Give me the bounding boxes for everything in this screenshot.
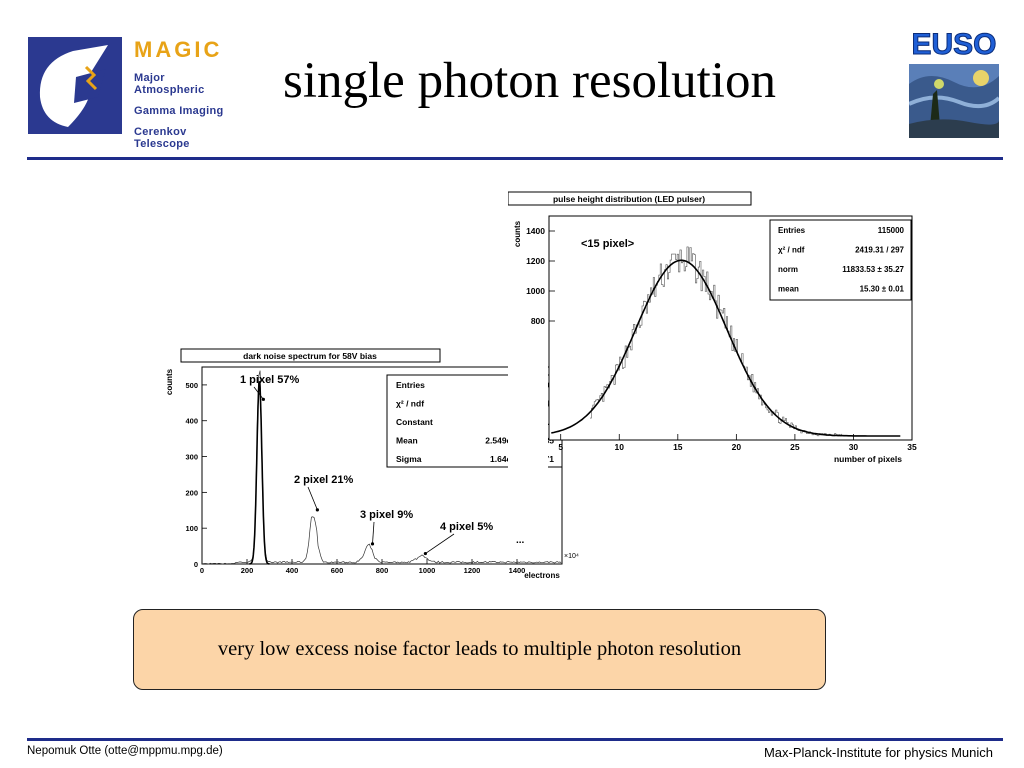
chart1-xtick-label: 0 xyxy=(200,566,204,575)
chart2-title-box xyxy=(508,191,752,206)
chart1-stat-label: Mean xyxy=(396,436,418,446)
chart1-ellipsis: ... xyxy=(516,535,525,546)
chart2-xtick-label: 10 xyxy=(615,442,625,452)
chart1-fit-curve xyxy=(249,381,270,565)
euso-logo-name: EUSO xyxy=(911,28,997,61)
chart1-ylabel: counts xyxy=(165,368,174,395)
chart1-xtick-label: 1200 xyxy=(464,566,481,575)
chart2-stats-box xyxy=(769,219,912,301)
chart1-x-multiplier: ×10⁴ xyxy=(564,553,579,560)
chart1-ytick-label: 100 xyxy=(185,524,198,533)
chart1-ytick-label: 300 xyxy=(185,453,198,462)
chart2-ytick-label: 800 xyxy=(531,316,545,326)
euso-logo: EUSO xyxy=(908,28,1000,138)
chart2-mask xyxy=(508,340,548,468)
chart1-title-box xyxy=(180,348,441,363)
chart2-xtick-label: 15 xyxy=(673,442,683,452)
chart1-peak-arrow xyxy=(425,533,455,554)
chart1-peak-arrow xyxy=(307,486,318,511)
header-rule xyxy=(27,157,1003,160)
chart2-stat-value: 115000 xyxy=(878,226,905,235)
chart2-stat-label: χ² / ndf xyxy=(778,246,805,255)
pulse-height-chart: pulse height distribution (LED pulser) 5… xyxy=(508,191,917,468)
footer-institute: Max-Planck-Institute for physics Munich xyxy=(763,745,993,760)
chart1-ytick-label: 500 xyxy=(185,381,198,390)
chart2-ytick-label: 1000 xyxy=(526,286,545,296)
magic-emblem-icon xyxy=(28,37,122,134)
chart1-stat-label: χ² / ndf xyxy=(396,399,424,409)
chart2-stat-value: 2419.31 / 297 xyxy=(855,246,904,255)
chart2-ytick-label: 1400 xyxy=(526,226,545,236)
chart1-peak-arrow xyxy=(253,386,264,400)
chart1-xtick-label: 1000 xyxy=(419,566,436,575)
chart2-xlabel: number of pixels xyxy=(834,454,902,464)
chart1-xtick-label: 800 xyxy=(376,566,389,575)
chart2-ytick-label: 1200 xyxy=(526,256,545,266)
chart1-ytick-label: 0 xyxy=(194,560,198,569)
chart1-peak-arrowhead xyxy=(261,397,265,401)
starry-night-painting-icon xyxy=(909,64,999,138)
chart2-stat-label: norm xyxy=(778,265,798,274)
chart1-xtick-label: 400 xyxy=(286,566,299,575)
chart1-peak-label: 3 pixel 9% xyxy=(360,509,413,521)
slide-title: single photon resolution xyxy=(283,53,776,109)
chart1-stat-label: Entries xyxy=(396,380,425,390)
chart2-annotation: <15 pixel> xyxy=(581,238,634,250)
chart2-ylabel: counts xyxy=(513,220,522,247)
chart2-stat-value: 11833.53 ± 35.27 xyxy=(842,265,904,274)
chart2-xtick-label: 30 xyxy=(849,442,859,452)
chart2-xtick-label: 20 xyxy=(732,442,742,452)
chart1-xtick-label: 600 xyxy=(331,566,344,575)
chart1-peak-arrowhead xyxy=(315,508,319,512)
chart1-peak-arrow xyxy=(372,521,375,544)
magic-logo-line-1: Major Atmospheric xyxy=(134,72,205,96)
chart1-peak-arrowhead xyxy=(370,542,375,546)
chart1-xlabel: electrons xyxy=(524,571,560,580)
chart1-stat-label: Constant xyxy=(396,417,433,427)
magic-logo-name: MAGIC xyxy=(134,37,223,62)
chart1-peak-label: 2 pixel 21% xyxy=(294,474,354,486)
chart2-stat-label: Entries xyxy=(778,226,806,235)
chart1-title: dark noise spectrum for 58V bias xyxy=(243,351,377,361)
chart1-peak-label: 4 pixel 5% xyxy=(440,521,493,533)
chart2-fit-curve xyxy=(551,259,901,437)
chart1-xtick-label: 1400 xyxy=(509,566,526,575)
footer-author: Nepomuk Otte (otte@mppmu.mpg.de) xyxy=(27,745,223,757)
chart2-xtick-label: 25 xyxy=(790,442,800,452)
chart2-stat-label: mean xyxy=(778,285,799,294)
magic-logo-line-2: Gamma Imaging xyxy=(134,105,224,117)
callout-box: very low excess noise factor leads to mu… xyxy=(133,609,826,690)
chart1-peak-label: 1 pixel 57% xyxy=(240,374,300,386)
magic-logo-line-3: Cerenkov Telescope xyxy=(134,126,190,150)
chart2-xtick-label: 5 xyxy=(558,442,563,452)
chart1-xtick-label: 200 xyxy=(241,566,254,575)
magic-logo: MAGIC Major Atmospheric Gamma Imaging Ce… xyxy=(28,37,238,150)
footer-rule xyxy=(27,738,1003,741)
chart2-title: pulse height distribution (LED pulser) xyxy=(553,194,705,204)
chart1-ytick-label: 400 xyxy=(185,417,198,426)
chart1-stat-label: Sigma xyxy=(396,454,422,464)
callout-text: very low excess noise factor leads to mu… xyxy=(217,638,742,660)
chart2-stat-value: 15.30 ± 0.01 xyxy=(860,285,905,294)
chart2-xtick-label: 35 xyxy=(907,442,917,452)
chart1-peak-arrowhead xyxy=(423,551,427,556)
chart1-ytick-label: 200 xyxy=(185,488,198,497)
